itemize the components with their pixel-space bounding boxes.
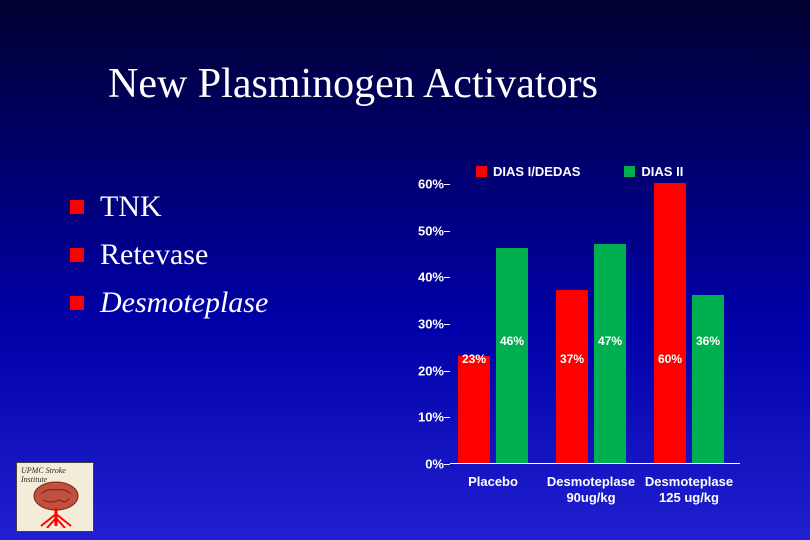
- bar-group: [654, 184, 724, 463]
- plot-area: [450, 184, 740, 464]
- bar: [654, 183, 686, 463]
- legend-item: DIAS I/DEDAS: [476, 164, 580, 179]
- x-category-label: Desmoteplase90ug/kg: [547, 474, 635, 507]
- bullet-square-icon: [70, 296, 84, 310]
- bar: [594, 244, 626, 463]
- bar: [556, 290, 588, 463]
- bar: [692, 295, 724, 463]
- y-tick-label: 50%: [418, 223, 444, 238]
- bar: [496, 248, 528, 463]
- y-tick: [444, 464, 450, 465]
- bar-value-label: 46%: [500, 334, 524, 348]
- bullet-list: TNK Retevase Desmoteplase: [70, 190, 268, 320]
- y-tick-label: 10%: [418, 410, 444, 425]
- brain-icon: [23, 478, 89, 528]
- slide-title: New Plasminogen Activators: [108, 60, 598, 108]
- legend-swatch-icon: [476, 166, 487, 177]
- y-tick: [444, 371, 450, 372]
- y-tick-label: 40%: [418, 270, 444, 285]
- y-tick: [444, 184, 450, 185]
- bullet-square-icon: [70, 248, 84, 262]
- y-tick: [444, 417, 450, 418]
- y-tick-label: 0%: [425, 457, 444, 472]
- bar-value-label: 37%: [560, 352, 584, 366]
- bar-chart: 0% 10% 20% 30% 40% 50% 60% Placebo Desmoteplase…: [408, 184, 790, 524]
- bullet-item: Desmoteplase: [70, 286, 268, 320]
- bullet-text: Retevase: [100, 238, 208, 272]
- chart-legend: DIAS I/DEDAS DIAS II: [476, 164, 683, 179]
- bar-value-label: 60%: [658, 352, 682, 366]
- bullet-item: TNK: [70, 190, 268, 224]
- x-category-label: Placebo: [468, 474, 518, 490]
- bar-value-label: 47%: [598, 334, 622, 348]
- bar-group: [458, 184, 528, 463]
- bar: [458, 356, 490, 463]
- institute-logo: UPMC Stroke Institute: [16, 462, 94, 532]
- bullet-text: Desmoteplase: [100, 286, 268, 320]
- x-label-line1: Desmoteplase: [645, 474, 733, 490]
- legend-label: DIAS I/DEDAS: [493, 164, 580, 179]
- bar-value-label: 23%: [462, 352, 486, 366]
- legend-item: DIAS II: [624, 164, 683, 179]
- legend-label: DIAS II: [641, 164, 683, 179]
- x-label-line2: 90ug/kg: [547, 490, 635, 506]
- x-label-line1: Desmoteplase: [547, 474, 635, 490]
- x-label-line2: 125 ug/kg: [645, 490, 733, 506]
- y-tick: [444, 324, 450, 325]
- bar-group: [556, 184, 626, 463]
- y-tick: [444, 277, 450, 278]
- y-tick-label: 30%: [418, 317, 444, 332]
- x-category-label: Desmoteplase125 ug/kg: [645, 474, 733, 507]
- x-label-line1: Placebo: [468, 474, 518, 490]
- y-tick: [444, 231, 450, 232]
- bullet-text: TNK: [100, 190, 162, 224]
- bar-value-label: 36%: [696, 334, 720, 348]
- legend-swatch-icon: [624, 166, 635, 177]
- y-tick-label: 20%: [418, 363, 444, 378]
- y-tick-label: 60%: [418, 177, 444, 192]
- bullet-item: Retevase: [70, 238, 268, 272]
- bullet-square-icon: [70, 200, 84, 214]
